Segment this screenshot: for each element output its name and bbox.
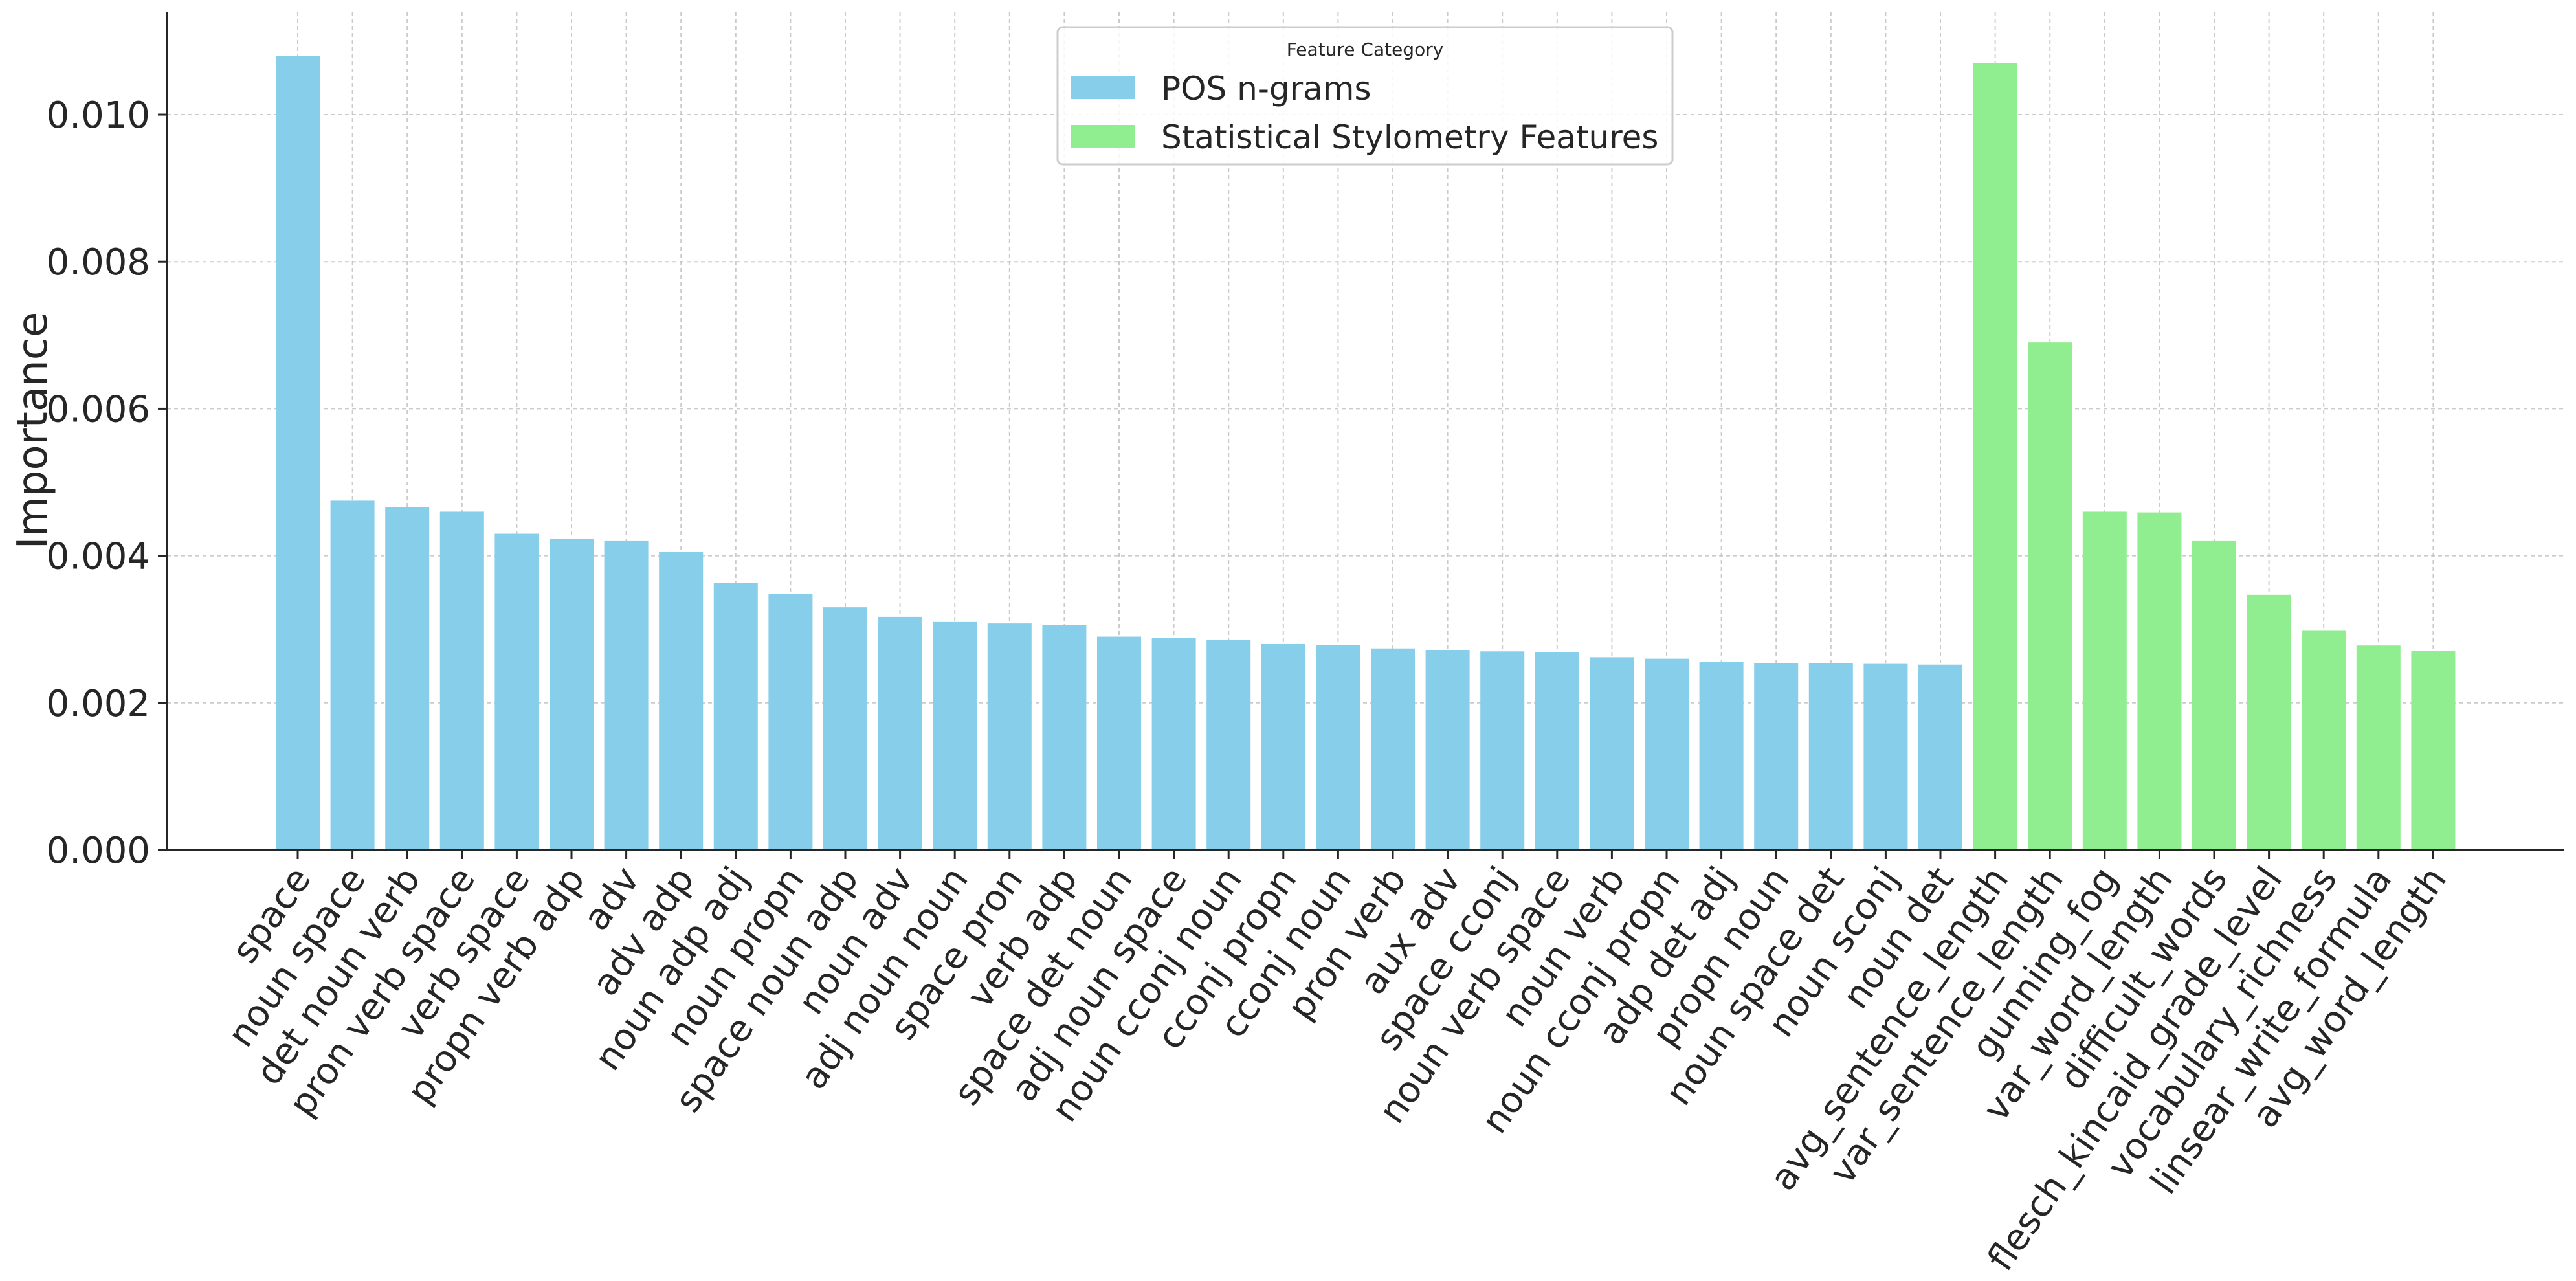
bar bbox=[439, 511, 484, 850]
y-tick-label: 0.004 bbox=[47, 536, 150, 578]
legend-swatch-pos-ngrams bbox=[1071, 76, 1135, 99]
bar bbox=[1151, 638, 1196, 850]
y-tick-label: 0.008 bbox=[47, 241, 150, 284]
legend-label-stylometry: Statistical Stylometry Features bbox=[1161, 118, 1658, 156]
bars bbox=[276, 56, 2456, 850]
bar bbox=[1918, 664, 1962, 850]
bar bbox=[2411, 651, 2456, 850]
bar bbox=[2302, 630, 2346, 850]
bar bbox=[385, 507, 430, 850]
bar bbox=[494, 533, 539, 850]
bar bbox=[1371, 648, 1415, 850]
bar bbox=[1316, 645, 1360, 850]
bar bbox=[2028, 342, 2072, 850]
bar bbox=[2192, 540, 2236, 850]
y-axis-label: Importance bbox=[9, 312, 57, 550]
bar bbox=[604, 540, 649, 850]
bar bbox=[1480, 651, 1525, 850]
legend-swatch-stylometry bbox=[1071, 125, 1135, 148]
bar bbox=[1206, 640, 1251, 850]
bar bbox=[2356, 645, 2401, 850]
bar bbox=[2247, 594, 2291, 850]
y-tick-label: 0.006 bbox=[47, 388, 150, 430]
bar bbox=[823, 607, 867, 850]
bar bbox=[2137, 512, 2182, 850]
legend-label-pos-ngrams: POS n-grams bbox=[1161, 70, 1371, 107]
legend-title: Feature Category bbox=[1287, 39, 1444, 60]
bar bbox=[330, 500, 375, 850]
y-tick-label: 0.000 bbox=[47, 830, 150, 872]
y-tick-label: 0.002 bbox=[47, 683, 150, 725]
bar bbox=[550, 539, 594, 850]
bar bbox=[1535, 652, 1579, 850]
bar bbox=[1645, 658, 1689, 850]
bar bbox=[1042, 625, 1087, 850]
legend: Feature Category POS n-grams Statistical… bbox=[1056, 26, 1674, 166]
bar bbox=[1261, 643, 1305, 850]
bar bbox=[768, 594, 813, 850]
y-tick-labels: 0.000 0.002 0.004 0.006 0.008 0.010 bbox=[47, 95, 150, 872]
bar bbox=[1425, 650, 1470, 850]
bar bbox=[987, 623, 1032, 850]
y-tick-label: 0.010 bbox=[47, 95, 150, 137]
axes bbox=[158, 12, 2564, 859]
bar bbox=[2082, 511, 2127, 850]
bar bbox=[1863, 663, 1908, 850]
bar bbox=[1590, 657, 1634, 850]
legend-frame bbox=[1056, 26, 1674, 166]
bar bbox=[933, 621, 977, 850]
bar bbox=[1808, 663, 1853, 850]
bar bbox=[276, 56, 320, 850]
bar bbox=[878, 616, 922, 850]
bar bbox=[1973, 63, 2017, 850]
bar bbox=[1699, 662, 1744, 850]
bar bbox=[659, 551, 704, 850]
bar bbox=[713, 583, 758, 850]
bar bbox=[1754, 663, 1799, 850]
bar bbox=[1097, 636, 1141, 850]
